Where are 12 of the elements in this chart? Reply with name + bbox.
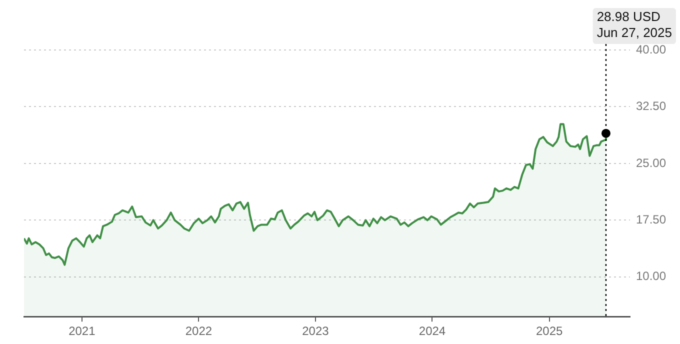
text: Jun 27, 2025 [596,25,672,40]
y-tick-label: 25.00 [636,156,666,170]
y-tick-label: 40.00 [636,42,666,56]
x-tick-label: 2025 [536,324,564,338]
x-tick-label: 2024 [418,324,446,338]
x-tick-label: 2023 [302,324,330,338]
text: 28.98 USD [596,9,660,24]
y-tick-label: 17.50 [636,212,666,226]
x-tick-label: 2022 [185,324,212,338]
y-tick-label: 32.50 [636,99,666,114]
x-tick-label: 2021 [68,324,96,338]
y-tick-label: 10.00 [636,269,666,284]
